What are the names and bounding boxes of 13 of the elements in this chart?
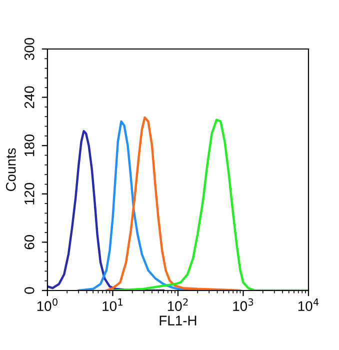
y-tick-label: 60 [24, 235, 34, 250]
y-tick-label: 0 [24, 287, 34, 294]
y-axis-title: Counts [6, 148, 16, 192]
x-tick-label: 10$^{1}$ [102, 298, 122, 312]
x-tick-label: 10$^{4}$ [298, 298, 319, 312]
x-tick-label: 10$^{2}$ [168, 298, 188, 312]
x-axis-title: FL1-H [160, 316, 196, 326]
x-tick-label: 10$^{3}$ [233, 298, 254, 312]
x-tick-label: 10$^{0}$ [37, 298, 58, 312]
y-tick-label: 120 [24, 182, 34, 204]
y-tick-label: 240 [24, 86, 34, 108]
y-tick-label: 300 [24, 38, 34, 60]
y-tick-label: 180 [24, 134, 34, 156]
